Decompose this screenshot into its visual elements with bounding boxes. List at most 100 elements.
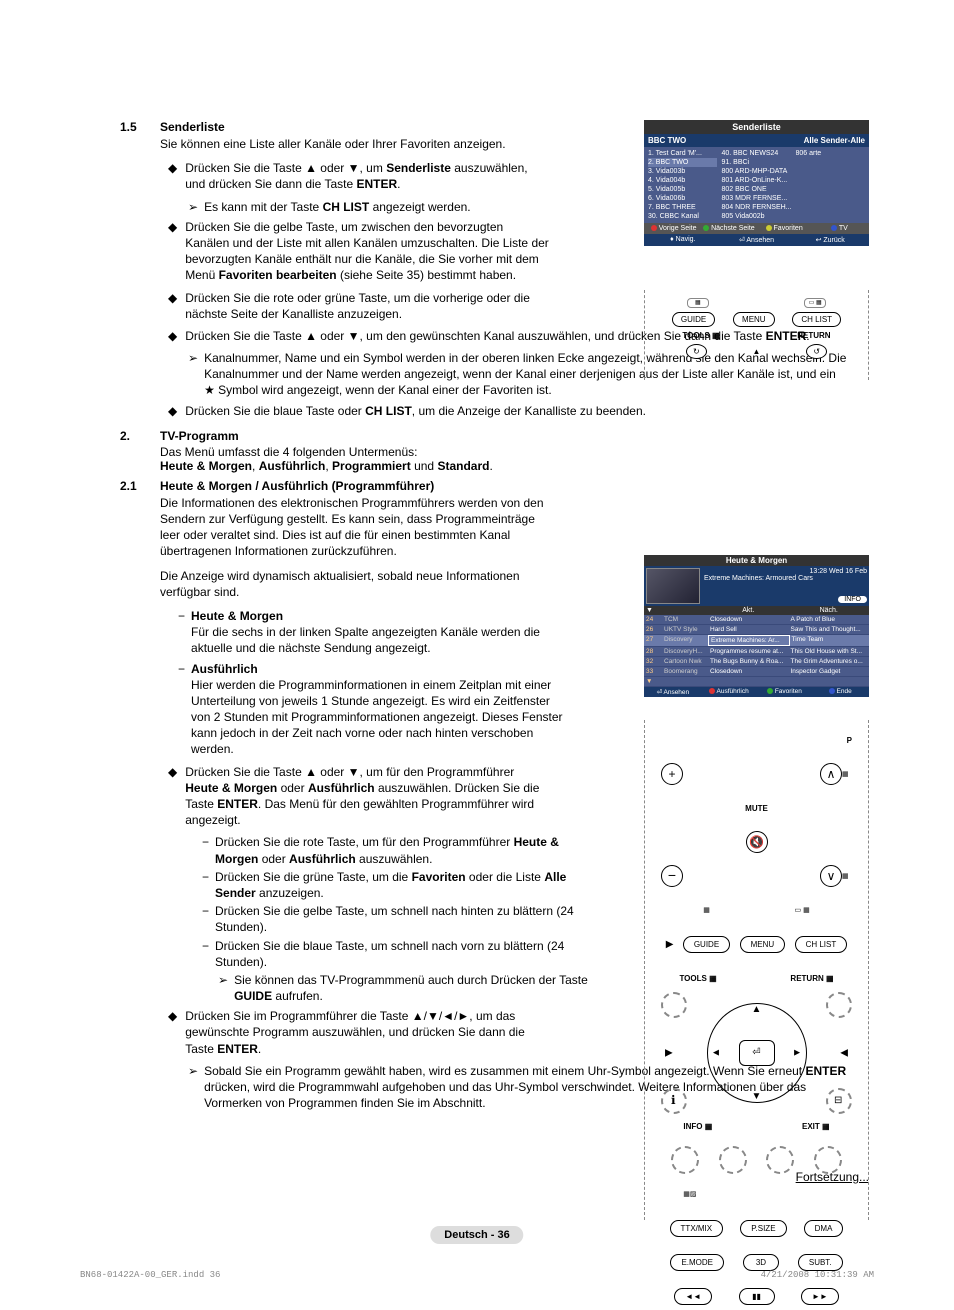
sl-item[interactable]: 7. BBC THREE [648,203,717,212]
dash-icon: − [202,834,209,866]
return-label: RETURN ▦ [790,974,833,983]
epg-row[interactable]: 24TCMClosedownA Patch of Blue [644,615,869,625]
emode-button[interactable]: E.MODE [670,1254,724,1271]
bullet-text: Drücken Sie die Taste ▲ oder ▼, um Sende… [185,160,550,192]
left-arrow-icon[interactable]: ◄ [711,1048,721,1059]
dash-text: Drücken Sie die gelbe Taste, um schnell … [215,903,592,935]
pause-button[interactable]: ▮▮ [739,1288,775,1305]
sl-item[interactable]: 1. Test Card 'M'... [648,149,717,158]
dma-button[interactable]: DMA [804,1220,844,1237]
section-1-5-num: 1.5 [120,120,137,134]
sl-item[interactable]: 40. BBC NEWS24 [721,149,791,158]
chlist-button[interactable]: CH LIST [795,936,848,953]
right-arrow-icon[interactable]: ► [792,1048,802,1059]
sl-item[interactable]: 3. Vida003b [648,167,717,176]
remote-small-btn[interactable]: ▭ ▦ [804,298,826,308]
sl-item[interactable]: 91. BBCi [721,158,791,167]
sl-item[interactable]: 804 NDR FERNSEH... [721,203,791,212]
sl-item[interactable]: 801 ARD-OnLine-K... [721,176,791,185]
ch-down-button[interactable]: ∨ [820,865,842,887]
rewind-button[interactable]: ◄◄ [674,1288,712,1305]
epg-row[interactable]: 28DiscoveryH...Programmes resume at...Th… [644,647,869,657]
sl-item[interactable]: 800 ARD-MHP-DATA [721,167,791,176]
sl-item[interactable]: 30. CBBC Kanal [648,212,717,221]
sl-item[interactable]: 803 MDR FERNSE... [721,194,791,203]
epg-row[interactable]: 33BoomerangClosedownInspector Gadget [644,667,869,677]
enter-button[interactable]: ⏎ [739,1040,775,1066]
small-icon: ▭ ▦ [795,906,810,914]
sl-foot-item: TV [812,225,867,232]
aus-text: Hier werden die Programminformationen in… [191,677,568,758]
dash-icon: − [178,661,185,758]
tools-button[interactable]: ↻ [686,344,707,359]
sl-item[interactable]: 806 arte [796,149,865,158]
arrow-icon: ➢ [218,972,228,1004]
red-button[interactable] [671,1146,699,1174]
section-1-5-intro: Sie können eine Liste aller Kanäle oder … [160,136,550,152]
return-button[interactable]: ↺ [806,344,827,359]
bullet-text: Drücken Sie im Programmführer die Taste … [185,1008,550,1057]
epg-osd: Heute & Morgen 13:28 Wed 16 Feb Extreme … [644,555,869,697]
sl-item[interactable]: 802 BBC ONE [721,185,791,194]
epg-head-nach: Näch. [789,606,870,615]
ch-up-button[interactable]: ∧ [820,763,842,785]
sl-item[interactable] [796,170,865,172]
tools-label: TOOLS ▦ [682,331,719,340]
green-button[interactable] [719,1146,747,1174]
ttxmix-button[interactable]: TTX/MIX [670,1220,724,1237]
dash-text: Drücken Sie die rote Taste, um für den P… [215,834,592,866]
blue-button[interactable] [814,1146,842,1174]
info-button[interactable]: ℹ [661,1088,687,1114]
dash-icon: − [202,903,209,935]
guide-button[interactable]: GUIDE [683,936,730,953]
vol-down-button[interactable]: − [661,865,683,887]
section-2-title: TV-Programm [160,429,874,443]
sl-item[interactable]: 5. Vida005b [648,185,717,194]
sl-item[interactable]: 2. BBC TWO [648,158,717,167]
bullet-text: Drücken Sie die Taste ▲ oder ▼, um für d… [185,764,550,829]
dash-icon: − [202,938,209,970]
epg-footer-item: Ende [812,688,868,696]
return-button[interactable] [826,992,852,1018]
epg-prog: Extreme Machines: Armoured Cars [704,575,867,582]
chlist-button[interactable]: CH LIST [792,312,841,327]
subt-button[interactable]: SUBT. [798,1254,843,1271]
sl-item[interactable]: 805 Vida002b [721,212,791,221]
section-2-intro-b: Heute & Morgen, Ausführlich, Programmier… [160,459,550,473]
sl-foot-item: Vorige Seite [646,225,701,232]
epg-row[interactable]: 27DiscoveryExtreme Machines: Ar...Time T… [644,635,869,647]
sl-foot-item: Nächste Seite [701,225,756,232]
section-2-intro-a: Das Menü umfasst die 4 folgenden Unterme… [160,445,550,459]
menu-button[interactable]: MENU [733,312,775,327]
exit-button[interactable]: ⊟ [826,1088,852,1114]
ffwd-button[interactable]: ►► [801,1288,839,1305]
remote-full: P + ∧ ▦ MUTE 🔇 − ∨ ▦ ▦ ▭ ▦ ▶ GUIDE MENU … [644,720,869,1220]
up-arrow-icon[interactable]: ▲ [752,1004,762,1015]
remote-small-btn[interactable]: ▦ [687,298,709,308]
epg-footer-item: Ausführlich [701,688,757,696]
epg-info-button[interactable]: INFO [838,596,867,603]
epg-footer-item: Favoriten [757,688,813,696]
3d-button[interactable]: 3D [743,1254,779,1271]
dpad[interactable]: ⏎ ▲ ▼ ◄ ► ▶ ◀ ℹ ⊟ [661,998,852,1108]
sl-item[interactable]: 4. Vida004b [648,176,717,185]
down-arrow-icon[interactable]: ▼ [752,1091,762,1102]
mute-button[interactable]: 🔇 [746,831,768,853]
psize-button[interactable]: P.SIZE [740,1220,786,1237]
menu-button[interactable]: MENU [740,936,786,953]
p-label: P [757,736,853,745]
tri-right-icon: ◀ [840,1048,848,1059]
sl-item[interactable]: 6. Vida006b [648,194,717,203]
guide-button[interactable]: GUIDE [672,312,715,327]
tools-button[interactable] [661,992,687,1018]
diamond-icon: ◆ [168,1008,177,1057]
vol-up-button[interactable]: + [661,763,683,785]
yellow-button[interactable] [766,1146,794,1174]
sl-foot-item: ↩ Zurück [793,236,867,244]
epg-row[interactable]: 32Cartoon NwkThe Bugs Bunny & Roa...The … [644,657,869,667]
epg-row[interactable]: 26UKTV StyleHard SellSaw This and Though… [644,625,869,635]
epg-title: Heute & Morgen [644,555,869,566]
section-2-1-title: Heute & Morgen / Ausführlich (Programmfü… [160,479,550,493]
sl-foot-item: ⏎ Ansehen [720,236,794,244]
diamond-icon: ◆ [168,328,177,344]
